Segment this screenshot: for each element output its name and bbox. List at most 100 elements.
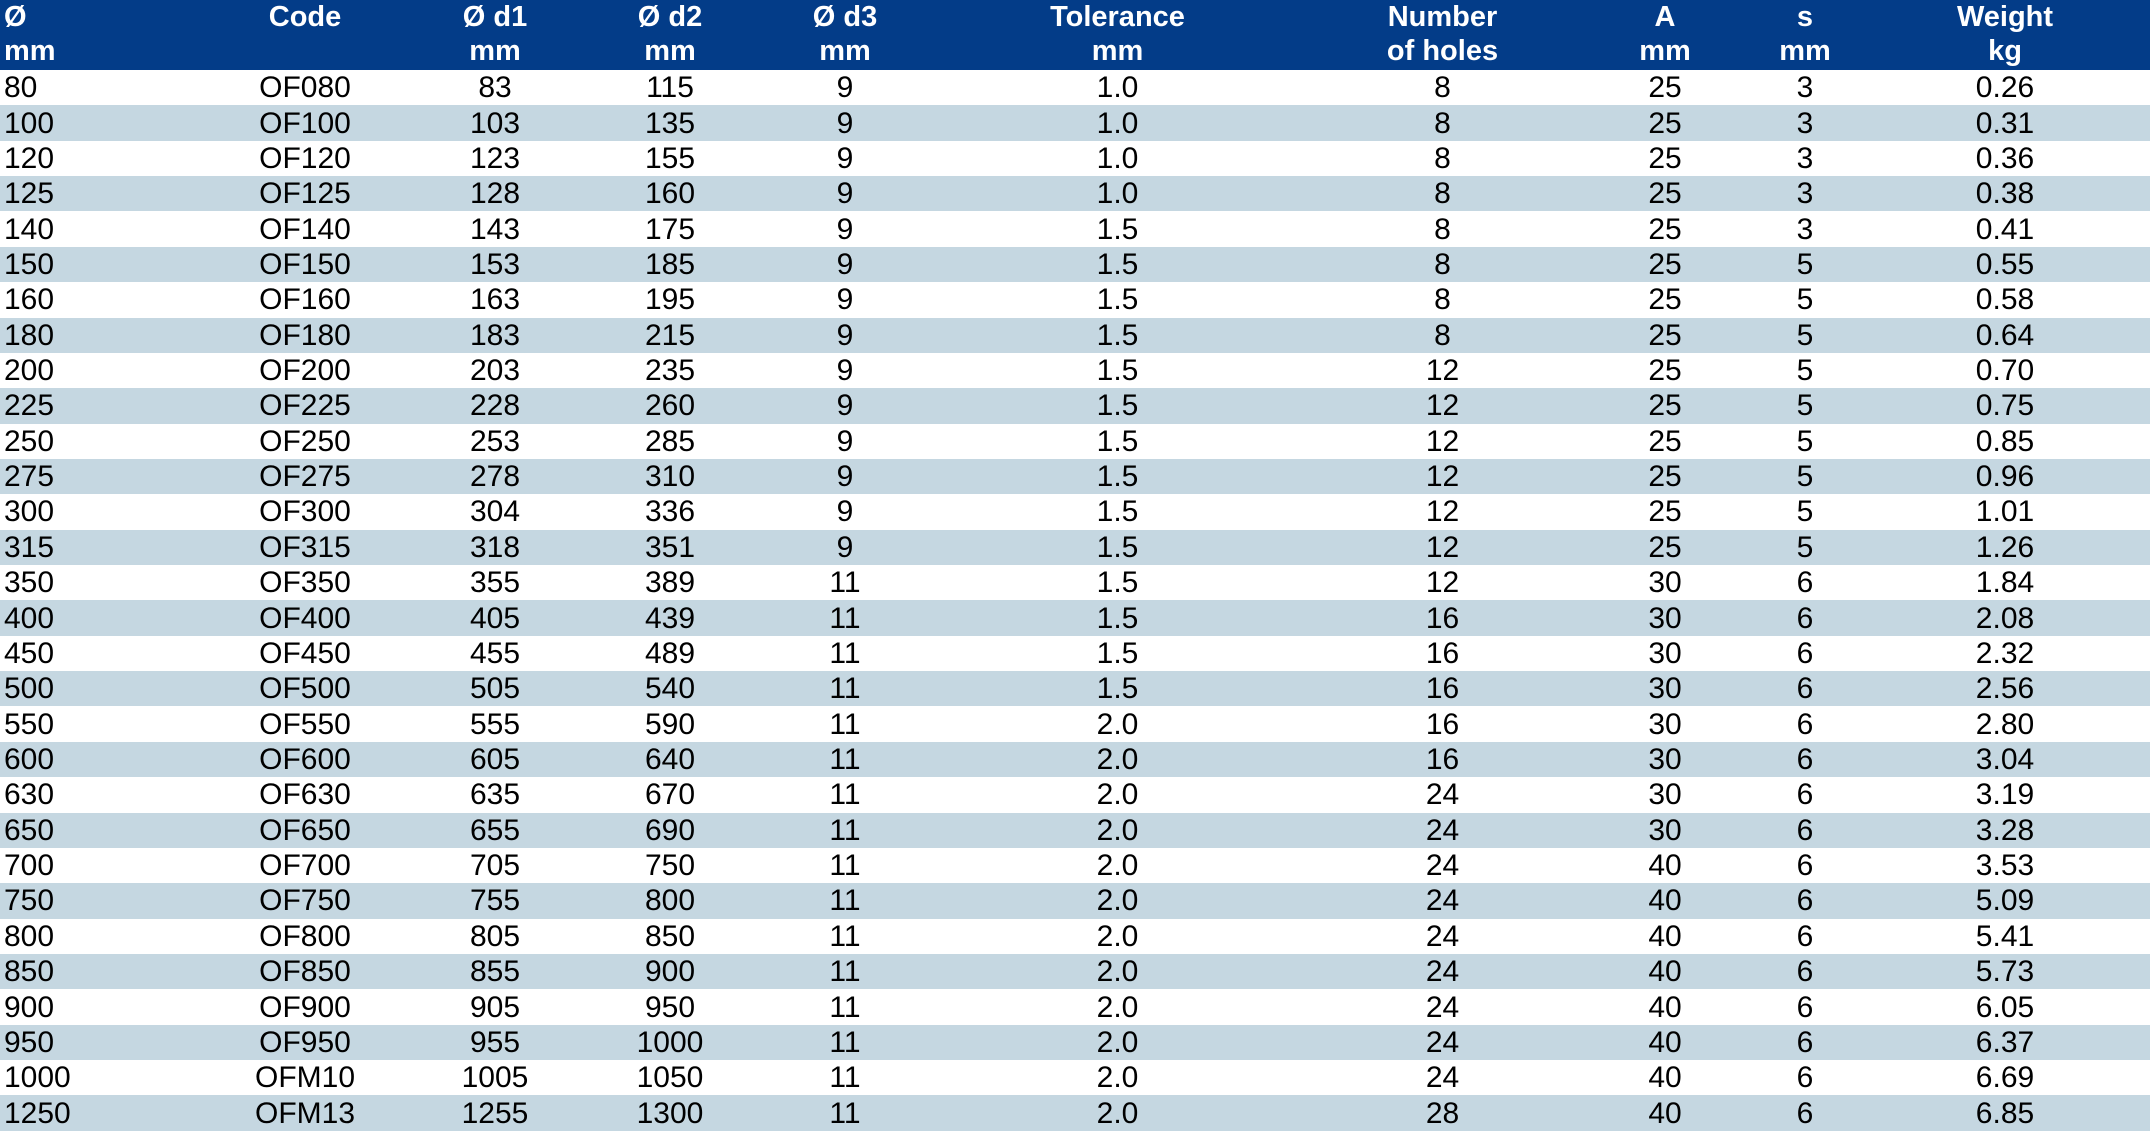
table-cell: 30 — [1580, 777, 1750, 813]
table-row: 100 OF100 103 135 9 1.0 8 25 3 0.31 — [0, 105, 2150, 141]
column-header: Ø d3 mm — [760, 0, 930, 70]
table-cell: 5 — [1750, 388, 1860, 424]
table-cell: 30 — [1580, 671, 1750, 707]
table-cell: 500 — [0, 671, 200, 707]
table-cell: 2.0 — [930, 1060, 1305, 1096]
table-row: 1250 OFM13 1255 1300 11 2.0 28 40 6 6.85 — [0, 1095, 2150, 1131]
table-cell: 200 — [0, 352, 200, 389]
table-cell: 8 — [1305, 246, 1580, 283]
table-cell: 140 — [0, 211, 200, 247]
table-cell: 195 — [580, 282, 760, 318]
table-cell: 450 — [0, 635, 200, 672]
table-cell: 389 — [580, 565, 760, 601]
table-cell: 2.0 — [930, 706, 1305, 742]
table-cell: 123 — [410, 140, 580, 177]
table-cell: 6 — [1750, 565, 1860, 601]
table-cell: 9 — [760, 458, 930, 495]
table-cell: 310 — [580, 458, 760, 495]
column-header: s mm — [1750, 0, 1860, 70]
table-cell: 11 — [760, 847, 930, 884]
table-cell: 153 — [410, 246, 580, 283]
table-cell: 9 — [760, 70, 930, 106]
table-cell: OF600 — [200, 741, 410, 778]
table-cell: 0.31 — [1860, 105, 2150, 141]
table-cell: 336 — [580, 494, 760, 530]
column-header: Tolerance mm — [930, 0, 1305, 70]
table-cell: OF900 — [200, 989, 410, 1025]
column-header-unit: mm — [1639, 35, 1691, 67]
table-cell: 160 — [580, 176, 760, 212]
table-cell: 455 — [410, 635, 580, 672]
table-cell: 705 — [410, 847, 580, 884]
table-row: 120 OF120 123 155 9 1.0 8 25 3 0.36 — [0, 140, 2150, 177]
table-cell: 2.0 — [930, 777, 1305, 813]
table-cell: 600 — [0, 741, 200, 778]
table-row: 650 OF650 655 690 11 2.0 24 30 6 3.28 — [0, 812, 2150, 848]
table-cell: 8 — [1305, 140, 1580, 177]
table-cell: 16 — [1305, 741, 1580, 778]
table-cell: OF750 — [200, 883, 410, 919]
table-cell: 3.04 — [1860, 741, 2150, 778]
table-cell: 11 — [760, 600, 930, 636]
table-row: 250 OF250 253 285 9 1.5 12 25 5 0.85 — [0, 423, 2150, 459]
table-cell: OF160 — [200, 282, 410, 318]
table-cell: 1.0 — [930, 105, 1305, 141]
table-cell: 30 — [1580, 600, 1750, 636]
table-cell: 2.08 — [1860, 600, 2150, 636]
table-cell: 11 — [760, 635, 930, 672]
table-cell: 800 — [580, 883, 760, 919]
column-header-label: Ø — [4, 1, 27, 33]
table-cell: 11 — [760, 953, 930, 990]
table-cell: 405 — [410, 600, 580, 636]
column-header-label: A — [1654, 1, 1676, 33]
table-row: 950 OF950 955 1000 11 2.0 24 40 6 6.37 — [0, 1024, 2150, 1061]
table-row: 160 OF160 163 195 9 1.5 8 25 5 0.58 — [0, 282, 2150, 318]
table-cell: 640 — [580, 741, 760, 778]
table-cell: 24 — [1305, 883, 1580, 919]
table-cell: OF125 — [200, 176, 410, 212]
table-cell: 12 — [1305, 388, 1580, 424]
table-cell: 6.85 — [1860, 1095, 2150, 1131]
table-cell: 1.5 — [930, 211, 1305, 247]
table-cell: 285 — [580, 423, 760, 459]
table-cell: 0.75 — [1860, 388, 2150, 424]
table-cell: 1300 — [580, 1095, 760, 1131]
table-cell: 40 — [1580, 847, 1750, 884]
table-cell: OF180 — [200, 317, 410, 353]
table-row: 180 OF180 183 215 9 1.5 8 25 5 0.64 — [0, 317, 2150, 353]
table-cell: 900 — [0, 989, 200, 1025]
table-cell: 1.5 — [930, 282, 1305, 318]
table-cell: 2.0 — [930, 883, 1305, 919]
table-cell: OF550 — [200, 706, 410, 742]
table-row: 315 OF315 318 351 9 1.5 12 25 5 1.26 — [0, 529, 2150, 566]
table-row: 80 OF080 83 115 9 1.0 8 25 3 0.26 — [0, 70, 2150, 106]
table-cell: 3.19 — [1860, 777, 2150, 813]
table-cell: 8 — [1305, 317, 1580, 353]
column-header-label: Tolerance — [1050, 1, 1185, 33]
table-cell: 6 — [1750, 953, 1860, 990]
table-cell: OF700 — [200, 847, 410, 884]
table-row: 630 OF630 635 670 11 2.0 24 30 6 3.19 — [0, 777, 2150, 813]
table-cell: 25 — [1580, 70, 1750, 106]
table-cell: 2.0 — [930, 918, 1305, 954]
table-cell: 6 — [1750, 1095, 1860, 1131]
table-cell: 1.0 — [930, 176, 1305, 212]
table-cell: 25 — [1580, 246, 1750, 283]
table-cell: 400 — [0, 600, 200, 636]
table-row: 350 OF350 355 389 11 1.5 12 30 6 1.84 — [0, 565, 2150, 601]
table-row: 550 OF550 555 590 11 2.0 16 30 6 2.80 — [0, 706, 2150, 742]
table-cell: 9 — [760, 176, 930, 212]
table-cell: 5 — [1750, 282, 1860, 318]
table-cell: 655 — [410, 812, 580, 848]
table-cell: OF120 — [200, 140, 410, 177]
table-cell: 1.0 — [930, 70, 1305, 106]
table-cell: 6 — [1750, 706, 1860, 742]
table-cell: 0.85 — [1860, 423, 2150, 459]
table-cell: 180 — [0, 317, 200, 353]
column-header-unit: kg — [1988, 35, 2022, 67]
table-cell: OF300 — [200, 494, 410, 530]
table-row: 500 OF500 505 540 11 1.5 16 30 6 2.56 — [0, 671, 2150, 707]
table-cell: 12 — [1305, 565, 1580, 601]
table-row: 140 OF140 143 175 9 1.5 8 25 3 0.41 — [0, 211, 2150, 247]
